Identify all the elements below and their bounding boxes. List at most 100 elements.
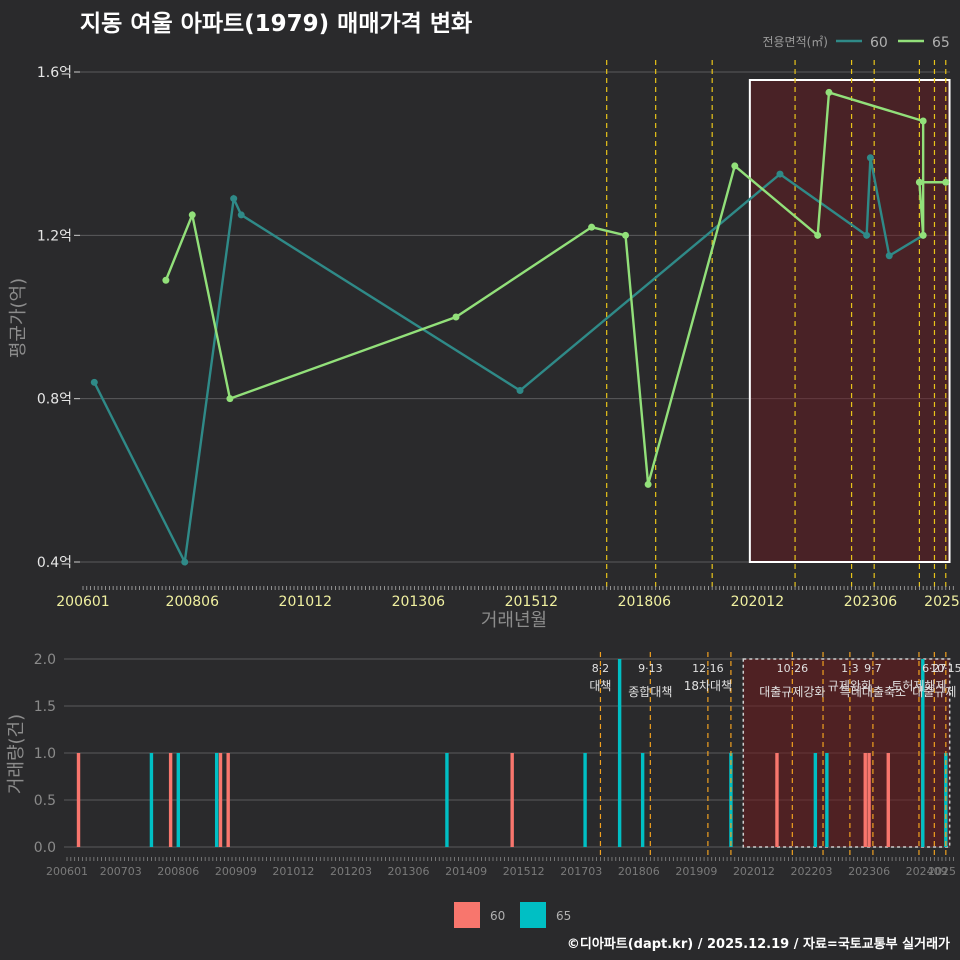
volume-bar-65	[617, 659, 622, 847]
price-point-65	[731, 162, 739, 170]
volume-y-tick: 0.0	[34, 840, 56, 856]
legend-swatch-60	[454, 902, 480, 928]
volume-bar-60	[867, 753, 871, 847]
volume-x-tick: 200703	[100, 865, 142, 878]
policy-annotation-date: 8·2	[592, 662, 610, 675]
volume-bar-60	[76, 753, 81, 847]
volume-x-tick: 202409	[906, 865, 948, 878]
volume-y-tick: 1.0	[34, 746, 56, 762]
policy-annotation-label: 대책	[589, 678, 611, 693]
volume-x-tick: 2025	[928, 865, 956, 878]
volume-y-tick-labels: 0.0 0.5 1.0 1.5 2.0	[34, 652, 56, 856]
volume-bar-65	[445, 753, 449, 847]
volume-x-tick: 200806	[157, 865, 199, 878]
price-y-tick: 0.8억	[37, 392, 72, 408]
volume-bar-65	[825, 753, 829, 847]
volume-x-tick: 200909	[215, 865, 257, 878]
price-y-tick: 1.2억	[37, 228, 72, 244]
price-point-65	[825, 88, 833, 96]
volume-bar-65	[813, 753, 818, 847]
price-point-65	[162, 276, 170, 284]
price-point-65	[452, 313, 460, 321]
volume-legend: 60 65	[454, 902, 571, 928]
price-point-60	[866, 154, 874, 162]
price-point-65	[226, 395, 234, 403]
volume-bar-65	[921, 659, 925, 847]
price-x-minor-ticks	[82, 586, 954, 590]
price-point-65	[814, 231, 822, 239]
policy-annotation-label: 특례대출축소	[840, 685, 906, 699]
price-line-65	[164, 90, 946, 485]
volume-y-tick: 2.0	[34, 652, 56, 668]
volume-bar-60	[510, 753, 514, 847]
volume-x-tick: 201909	[675, 865, 717, 878]
policy-annotation-label: 대출규제강화	[759, 685, 825, 699]
policy-annotation-date: 10·15	[930, 662, 960, 675]
volume-x-minor-ticks	[66, 857, 954, 861]
volume-x-tick: 201512	[503, 865, 545, 878]
legend-swatch-65	[520, 902, 546, 928]
volume-x-tick: 201806	[618, 865, 660, 878]
legend-title: 전용면적(㎡)	[762, 35, 828, 49]
volume-policy-lines	[599, 652, 947, 856]
legend-label-60: 60	[870, 35, 888, 51]
legend2-label-60: 60	[490, 909, 505, 923]
legend2-label-65: 65	[556, 909, 571, 923]
price-x-tick: 200601	[56, 594, 109, 610]
policy-annotation-label: 규제완화	[828, 679, 872, 693]
source-credit: ©디아파트(dapt.kr) / 2025.12.19 / 자료=국토교통부 실…	[566, 937, 950, 952]
price-point-60	[885, 252, 893, 260]
price-legend: 전용면적(㎡) 60 65	[762, 35, 949, 51]
volume-bar-60	[886, 753, 890, 847]
price-x-tick: 201806	[618, 594, 672, 610]
price-y-tick: 1.6억	[37, 65, 72, 81]
volume-bar-65	[214, 753, 219, 847]
volume-y-tick: 1.5	[34, 699, 56, 715]
policy-annotations: 8·2 대책 9·13 종합대책 12·16 18차대책 10·26 대출규제강화 1·3 규제완…	[589, 662, 960, 699]
volume-x-tick: 202203	[791, 865, 833, 878]
price-point-65	[188, 211, 196, 219]
price-point-65	[919, 117, 927, 125]
price-point-60	[863, 231, 871, 239]
price-y-axis-title: 평균가(억)	[8, 278, 29, 358]
price-point-65	[915, 178, 923, 186]
price-x-tick: 201512	[505, 594, 558, 610]
volume-x-tick: 201409	[445, 865, 487, 878]
price-line-60	[93, 157, 924, 567]
policy-annotation-date: 1·3	[841, 662, 859, 675]
volume-bar-60	[863, 753, 867, 847]
price-x-tick: 200806	[166, 594, 220, 610]
price-point-65	[588, 223, 596, 231]
price-point-60	[776, 170, 784, 178]
volume-y-axis-title: 거래량(건)	[6, 714, 27, 794]
price-point-60	[90, 378, 98, 386]
volume-bar-65	[149, 753, 154, 847]
volume-x-tick: 201012	[272, 865, 314, 878]
volume-bar-60	[775, 753, 779, 847]
price-x-axis-title: 거래년월	[481, 610, 547, 631]
policy-annotation-date: 12·16	[692, 662, 724, 675]
volume-bar-65	[176, 753, 180, 847]
price-policy-lines	[606, 60, 947, 588]
price-x-tick: 2025	[924, 594, 960, 610]
policy-annotation-label: 토허제해제	[891, 679, 946, 693]
price-series-lines	[93, 90, 946, 567]
policy-annotation-label: 대출규제	[912, 685, 956, 699]
price-y-tick: 0.4억	[37, 555, 72, 571]
policy-annotation-date: 9·7	[864, 662, 882, 675]
policy-annotation-date: 9·13	[638, 662, 663, 675]
volume-x-tick: 200601	[46, 865, 88, 878]
volume-x-tick: 201306	[388, 865, 430, 878]
volume-x-tick: 201703	[560, 865, 602, 878]
price-point-65	[919, 231, 927, 239]
price-x-tick: 201306	[392, 594, 446, 610]
policy-annotation-date: 6·27	[922, 662, 947, 675]
price-point-65	[644, 480, 652, 488]
policy-annotation-label: 종합대책	[628, 684, 672, 699]
chart-title: 지동 여울 아파트(1979) 매매가격 변화	[80, 11, 473, 37]
volume-bar-60	[168, 753, 173, 847]
volume-bar-60	[218, 753, 223, 847]
price-x-tick-labels: 200601 200806 201012 201306 201512 201806 2020…	[56, 594, 960, 610]
